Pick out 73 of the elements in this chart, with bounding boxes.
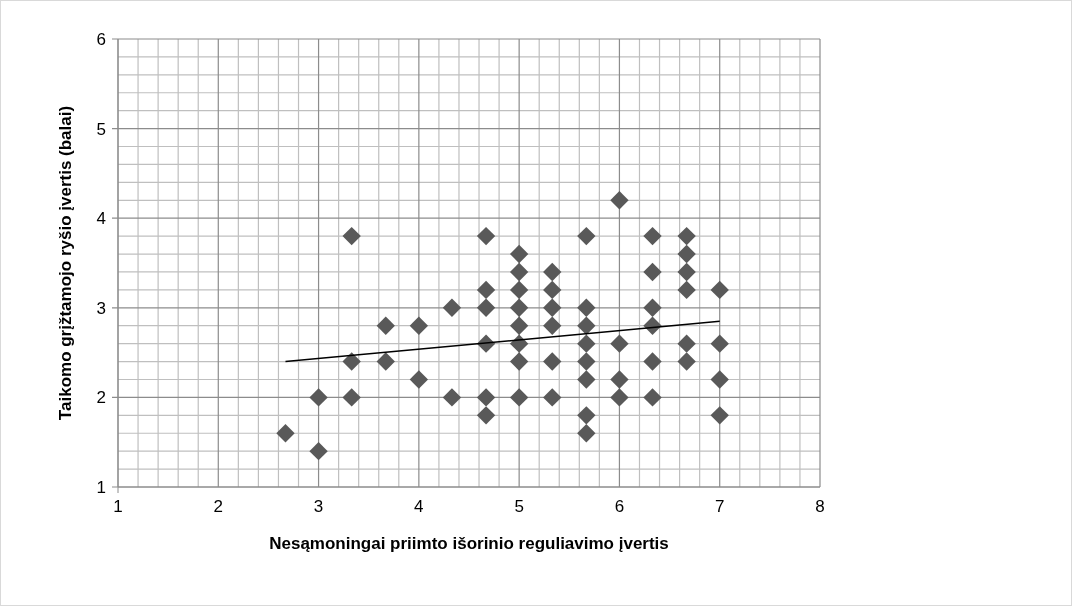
x-tick-label: 2	[213, 497, 224, 516]
x-axis-title: Nesąmoningai priimto išorinio reguliavimo įvertis	[269, 534, 669, 553]
point	[509, 244, 529, 264]
y-tick-label: 3	[96, 298, 106, 318]
point	[309, 388, 328, 407]
point	[710, 280, 729, 300]
point	[476, 280, 496, 300]
y-tick-label: 6	[96, 29, 106, 49]
point	[677, 226, 696, 246]
point	[543, 352, 562, 371]
y-tick-label: 2	[96, 388, 106, 408]
point	[643, 388, 662, 407]
point	[543, 280, 562, 300]
x-tick-label: 6	[614, 497, 625, 516]
point	[309, 441, 328, 461]
point	[710, 370, 729, 389]
point	[376, 316, 395, 335]
point	[342, 352, 361, 371]
point	[543, 298, 562, 317]
x-tick-label: 7	[714, 497, 725, 516]
y-tick-label: 5	[96, 119, 106, 139]
point	[476, 298, 496, 317]
point	[509, 388, 529, 407]
point	[677, 244, 696, 264]
point	[442, 298, 462, 317]
point	[577, 316, 596, 335]
point	[509, 298, 529, 317]
point	[543, 262, 562, 282]
point	[409, 316, 429, 335]
point	[509, 280, 529, 300]
point	[442, 388, 462, 407]
point	[577, 226, 596, 246]
point	[710, 406, 729, 425]
x-tick-label: 8	[815, 497, 825, 516]
point	[643, 262, 662, 282]
point	[577, 370, 596, 389]
point	[677, 352, 696, 371]
point	[342, 388, 361, 407]
y-tick-label: 1	[96, 477, 106, 497]
x-tick-label: 4	[414, 497, 424, 516]
x-tick-label: 3	[313, 497, 324, 516]
point	[610, 191, 629, 210]
point	[509, 316, 529, 335]
point	[409, 370, 429, 389]
point	[509, 262, 529, 282]
point	[677, 262, 696, 282]
point	[476, 388, 496, 407]
point	[610, 334, 629, 353]
point	[577, 334, 596, 353]
point	[509, 352, 529, 371]
point	[476, 226, 496, 246]
point	[610, 388, 629, 407]
y-tick-label: 4	[96, 209, 106, 229]
point	[577, 424, 596, 443]
point	[610, 370, 629, 389]
point	[577, 406, 596, 425]
x-tick-label: 1	[113, 497, 123, 516]
point	[543, 316, 562, 335]
point	[643, 352, 662, 371]
point	[643, 226, 662, 246]
x-tick-label: 5	[514, 497, 524, 516]
point	[342, 226, 361, 246]
point	[577, 298, 596, 317]
point	[276, 424, 295, 443]
point	[376, 352, 395, 371]
point	[677, 280, 696, 300]
point	[643, 298, 662, 317]
y-axis-title: Taikomo grįžtamojo ryšio įvertis (balai)	[56, 105, 75, 421]
point	[476, 406, 496, 425]
point	[543, 388, 562, 407]
point	[577, 352, 596, 371]
point	[710, 334, 729, 353]
point	[677, 334, 696, 353]
